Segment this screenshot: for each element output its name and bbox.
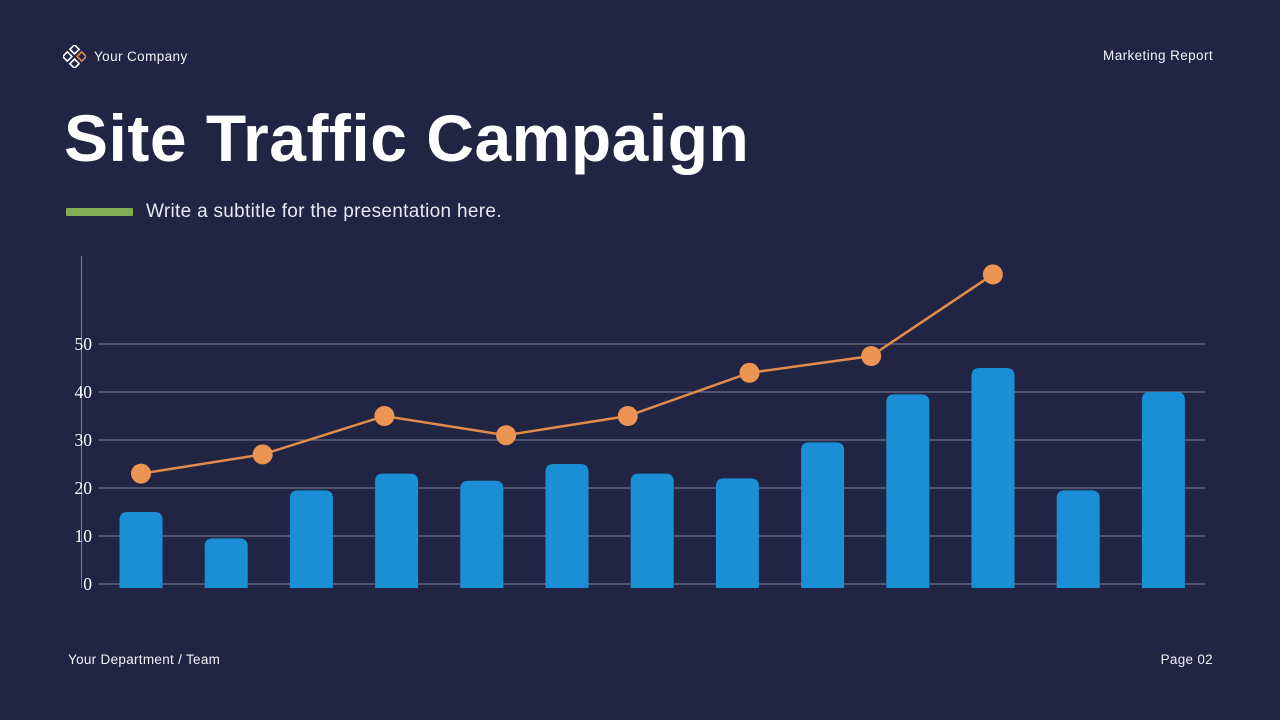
bar-10 [886,394,930,588]
line-point-6 [739,362,760,383]
y-axis-label-30: 30 [75,430,93,450]
bar-9 [801,442,845,588]
bar-2 [204,538,248,588]
y-axis-label-50: 50 [75,334,93,354]
bar-1 [119,512,163,588]
y-axis-label-40: 40 [75,382,93,402]
bar-3 [289,490,333,588]
footer-department: Your Department / Team [68,652,221,667]
subtitle-accent-bar [66,208,133,216]
bar-8 [715,478,759,588]
subtitle-text: Write a subtitle for the presentation he… [146,201,502,222]
line-point-5 [617,406,638,426]
bar-13 [1141,392,1185,588]
bar-6 [545,464,589,588]
traffic-chart: 0 10 20 30 40 50 [0,240,1280,612]
footer-page-number: Page 02 [1160,652,1213,667]
bar-7 [630,473,674,588]
bar-11 [971,368,1015,588]
line-point-3 [374,406,395,426]
line-point-2 [252,444,273,465]
line-point-7 [861,346,882,366]
report-label: Marketing Report [1103,48,1213,63]
traffic-line [140,273,994,475]
page-title: Site Traffic Campaign [64,101,750,175]
bar-5 [460,480,504,588]
line-point-8 [982,264,1003,285]
y-axis-label-0: 0 [83,574,92,594]
bar-12 [1056,490,1100,588]
line-point-1 [131,463,151,484]
y-axis-label-10: 10 [75,526,93,546]
company-name: Your Company [94,49,188,64]
diamond-cluster-icon [63,45,86,68]
company-brand: Your Company [63,45,188,68]
line-point-4 [496,425,517,446]
y-axis-label-20: 20 [75,478,93,498]
traffic-chart-svg: 0 10 20 30 40 50 [75,256,1205,594]
subtitle-row: Write a subtitle for the presentation he… [66,201,502,222]
bar-4 [375,473,419,588]
